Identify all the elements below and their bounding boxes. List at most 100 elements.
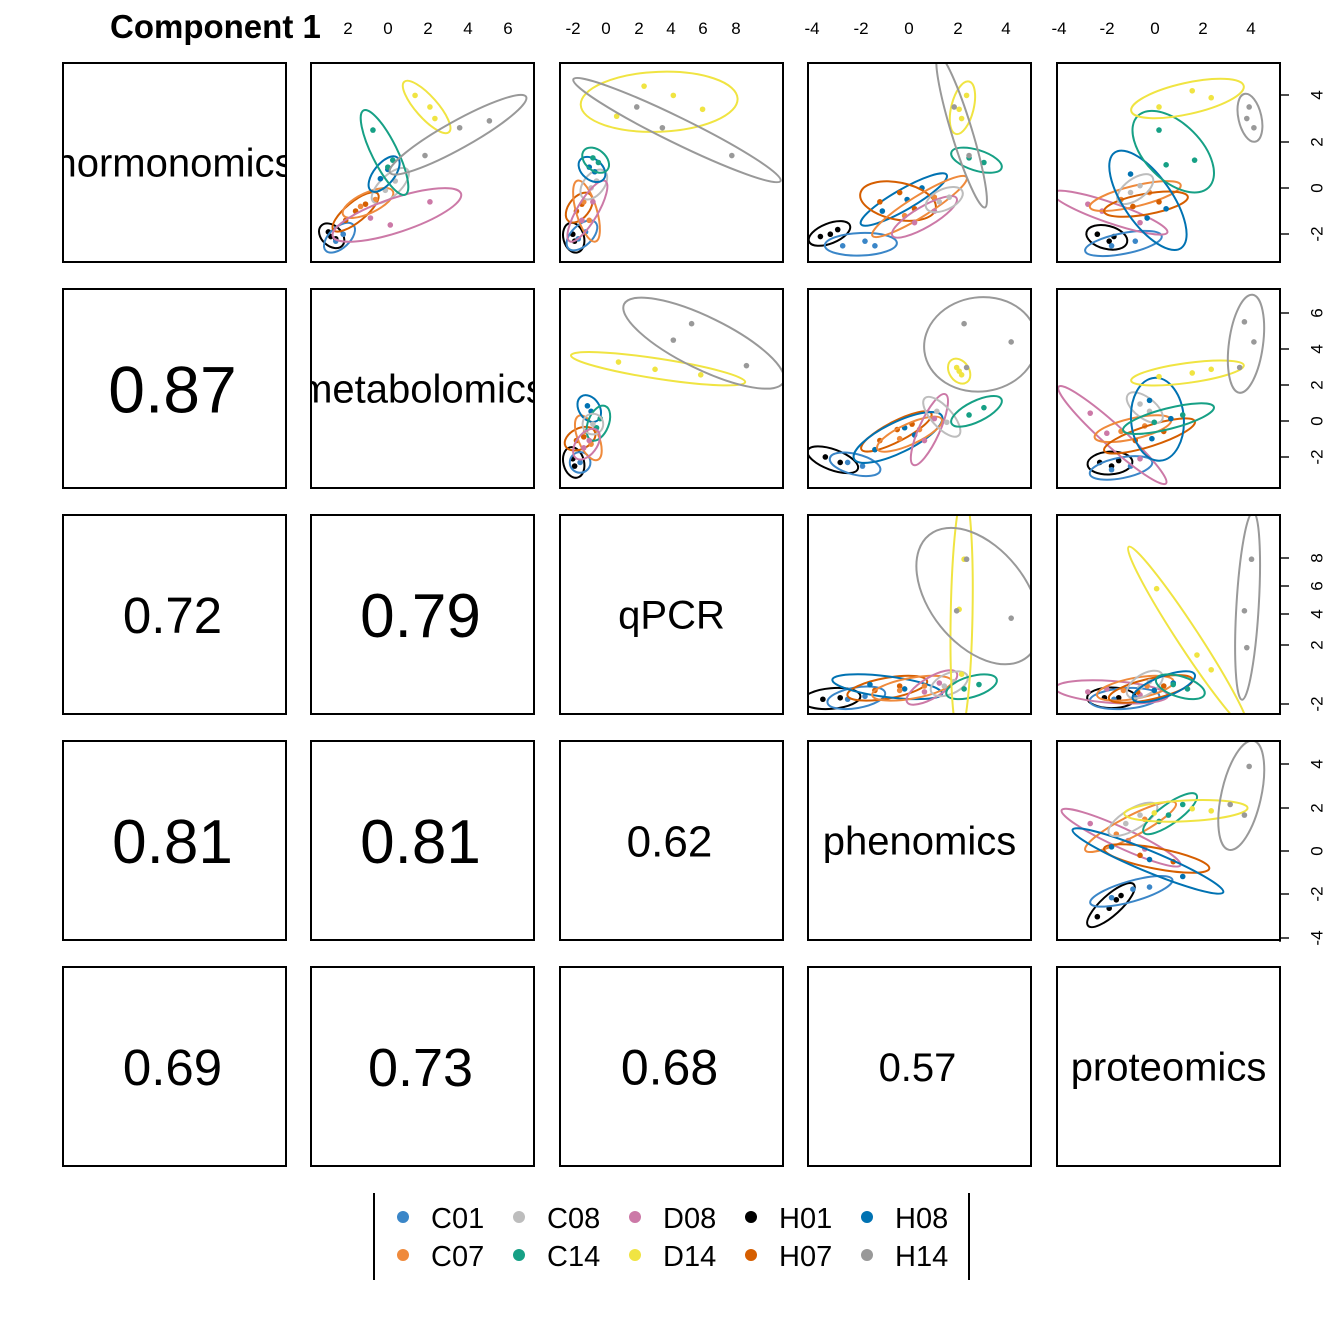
top-tick-metabolomics-4: 6 bbox=[503, 19, 512, 38]
legend-label-d14: D14 bbox=[663, 1241, 716, 1273]
point-d08-1 bbox=[427, 199, 433, 205]
right-tick-qpcr-0: 8 bbox=[1307, 553, 1326, 562]
ellipse-d08 bbox=[572, 427, 601, 461]
legend-label-h08: H08 bbox=[895, 1203, 948, 1235]
right-tick-phenomics-2: 0 bbox=[1307, 846, 1326, 855]
panel-frame-qpcr-metabolomics bbox=[310, 514, 535, 715]
top-tick-qpcr-2: 2 bbox=[634, 19, 643, 38]
point-c14-0 bbox=[1156, 127, 1162, 133]
right-tick-phenomics-4: -4 bbox=[1307, 930, 1326, 945]
right-tick-phenomics-3: -2 bbox=[1307, 886, 1326, 901]
right-tick-hormonomics-3: -2 bbox=[1307, 226, 1326, 241]
point-c08-0 bbox=[1127, 189, 1134, 196]
point-c01-0 bbox=[1108, 466, 1115, 473]
legend-swatch-h08 bbox=[861, 1211, 873, 1223]
point-h07-1 bbox=[580, 434, 587, 440]
point-h08-2 bbox=[1146, 397, 1153, 404]
point-c08-1 bbox=[943, 419, 950, 426]
ellipse-h08 bbox=[852, 411, 944, 464]
point-h01-2 bbox=[834, 226, 841, 233]
point-c14-1 bbox=[595, 159, 602, 166]
point-d08-2 bbox=[387, 222, 394, 228]
point-h14-2 bbox=[729, 152, 735, 159]
ellipse-c01 bbox=[1088, 455, 1154, 481]
point-h01-1 bbox=[837, 694, 844, 701]
point-c07-0 bbox=[1120, 687, 1127, 694]
point-c14-1 bbox=[1165, 812, 1172, 818]
ellipse-h01 bbox=[809, 220, 852, 247]
point-d14-1 bbox=[956, 106, 962, 113]
legend-label-c08: C08 bbox=[547, 1203, 600, 1235]
point-d14-1 bbox=[1189, 87, 1196, 94]
point-h07-0 bbox=[1137, 852, 1143, 859]
correlation-proteomics-phenomics: 0.57 bbox=[879, 1046, 957, 1090]
point-c14-2 bbox=[385, 164, 391, 170]
top-tick-proteomics-2: 0 bbox=[1150, 19, 1159, 38]
ellipse-c08 bbox=[922, 395, 962, 438]
diagonal-label-phenomics: phenomics bbox=[823, 820, 1016, 864]
point-c01-0 bbox=[1108, 894, 1115, 901]
point-c07-1 bbox=[921, 683, 928, 689]
ellipse-d14 bbox=[1123, 799, 1249, 823]
point-c07-0 bbox=[357, 203, 364, 210]
top-tick-qpcr-0: -2 bbox=[565, 19, 580, 38]
point-d14-0 bbox=[1151, 810, 1158, 816]
ellipse-h07 bbox=[1102, 843, 1211, 874]
point-h08-1 bbox=[584, 403, 591, 409]
top-tick-proteomics-0: -4 bbox=[1051, 19, 1066, 38]
point-c01-2 bbox=[1146, 884, 1153, 890]
ellipse-h01 bbox=[809, 686, 862, 711]
right-tick-qpcr-3: 2 bbox=[1307, 640, 1326, 649]
point-h14-0 bbox=[1246, 104, 1252, 110]
point-h01-0 bbox=[820, 696, 826, 703]
ellipse-c08 bbox=[924, 185, 964, 214]
ellipse-c01 bbox=[568, 451, 592, 474]
ellipse-c01 bbox=[1089, 874, 1174, 908]
right-tick-metabolomics-3: 0 bbox=[1307, 416, 1326, 425]
ellipse-d14 bbox=[949, 516, 974, 713]
diagonal-label-qpcr: qPCR bbox=[618, 594, 725, 638]
legend-swatch-d08 bbox=[629, 1211, 641, 1223]
point-h14-0 bbox=[670, 337, 677, 343]
scatter-panel-metabolomics-vs-qpcr bbox=[562, 296, 782, 479]
ellipse-c08 bbox=[1116, 173, 1155, 206]
correlation-metabolomics-hormonomics: 0.87 bbox=[108, 352, 236, 426]
ellipse-d08 bbox=[331, 187, 463, 243]
point-h08-2 bbox=[1127, 171, 1134, 177]
point-c01-0 bbox=[1108, 243, 1115, 249]
correlation-proteomics-metabolomics: 0.73 bbox=[368, 1038, 473, 1098]
point-d14-3 bbox=[641, 83, 647, 89]
point-h08-1 bbox=[901, 686, 908, 692]
point-h01-1 bbox=[1106, 238, 1112, 244]
right-tick-qpcr-4: -2 bbox=[1307, 696, 1326, 711]
ellipse-h14 bbox=[388, 93, 528, 176]
point-h01-1 bbox=[827, 231, 834, 238]
right-tick-metabolomics-1: 4 bbox=[1307, 344, 1326, 353]
point-c08-0 bbox=[941, 683, 948, 689]
panel-frame-metabolomics-hormonomics bbox=[62, 288, 287, 489]
top-tick-proteomics-3: 2 bbox=[1198, 19, 1207, 38]
legend-label-c07: C07 bbox=[431, 1241, 484, 1273]
point-c01-1 bbox=[862, 238, 868, 244]
point-c01-0 bbox=[844, 459, 851, 466]
point-c01-0 bbox=[577, 459, 583, 466]
ellipse-h14 bbox=[1234, 516, 1262, 701]
point-h14-0 bbox=[1246, 763, 1252, 770]
chart-title: Component 1 bbox=[110, 8, 321, 45]
point-h07-1 bbox=[1160, 683, 1167, 689]
ellipse-d08 bbox=[1058, 385, 1168, 486]
scatter-panel-qpcr-vs-proteomics bbox=[1058, 516, 1262, 713]
point-c14-0 bbox=[1151, 419, 1158, 426]
point-d08-1 bbox=[590, 199, 596, 205]
correlation-proteomics-hormonomics: 0.69 bbox=[123, 1039, 222, 1096]
top-tick-proteomics-4: 4 bbox=[1246, 19, 1255, 38]
ellipse-d14 bbox=[948, 80, 977, 136]
diagonal-label-hormonomics: hormonomics bbox=[54, 142, 294, 186]
scatter-panel-qpcr-vs-phenomics bbox=[809, 516, 1030, 713]
legend-swatch-d14 bbox=[629, 1249, 641, 1261]
legend-swatch-h14 bbox=[861, 1249, 873, 1261]
point-d14-2 bbox=[1208, 666, 1215, 673]
point-c08-0 bbox=[934, 408, 940, 415]
panel-frame-phenomics-metabolomics bbox=[310, 740, 535, 941]
point-h08-1 bbox=[377, 175, 384, 182]
